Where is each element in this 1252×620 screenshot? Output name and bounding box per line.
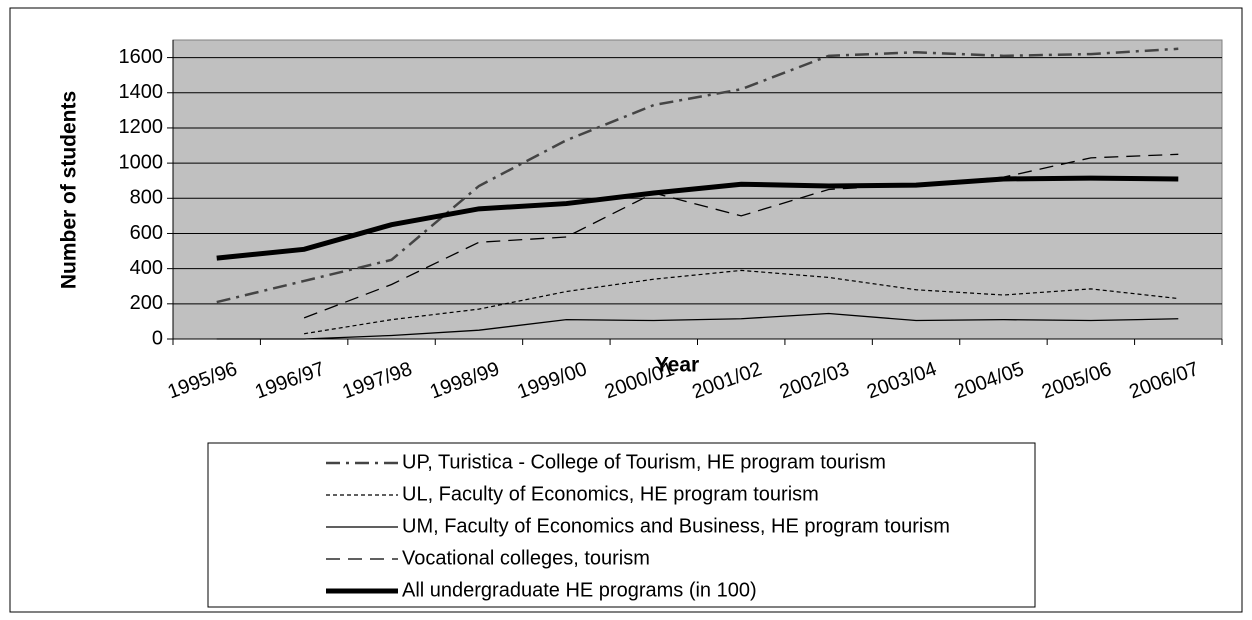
y-tick-label: 1400	[119, 81, 164, 103]
y-tick-label: 800	[130, 187, 163, 209]
y-axis-title: Number of students	[58, 91, 81, 289]
legend	[207, 442, 1036, 608]
y-tick-label: 1200	[119, 116, 164, 138]
y-tick-label: 400	[130, 257, 163, 279]
legend-label: UM, Faculty of Economics and Business, H…	[402, 515, 950, 537]
y-tick-label: 1600	[119, 46, 164, 68]
legend-label: All undergraduate HE programs (in 100)	[402, 579, 757, 601]
y-tick-label: 1000	[119, 151, 164, 173]
x-axis-title: Year	[655, 354, 699, 377]
y-tick-label: 600	[130, 222, 163, 244]
series-line	[216, 47, 1179, 304]
series-line	[303, 153, 1179, 319]
series-line	[304, 269, 1179, 335]
series-line	[216, 312, 1179, 340]
y-tick-label: 200	[130, 292, 163, 314]
legend-label: UP, Turistica - College of Tourism, HE p…	[402, 451, 886, 473]
legend-label: Vocational colleges, tourism	[402, 547, 650, 569]
legend-label: UL, Faculty of Economics, HE program tou…	[402, 483, 819, 505]
y-tick-label: 0	[152, 327, 163, 349]
series-line	[216, 175, 1179, 261]
